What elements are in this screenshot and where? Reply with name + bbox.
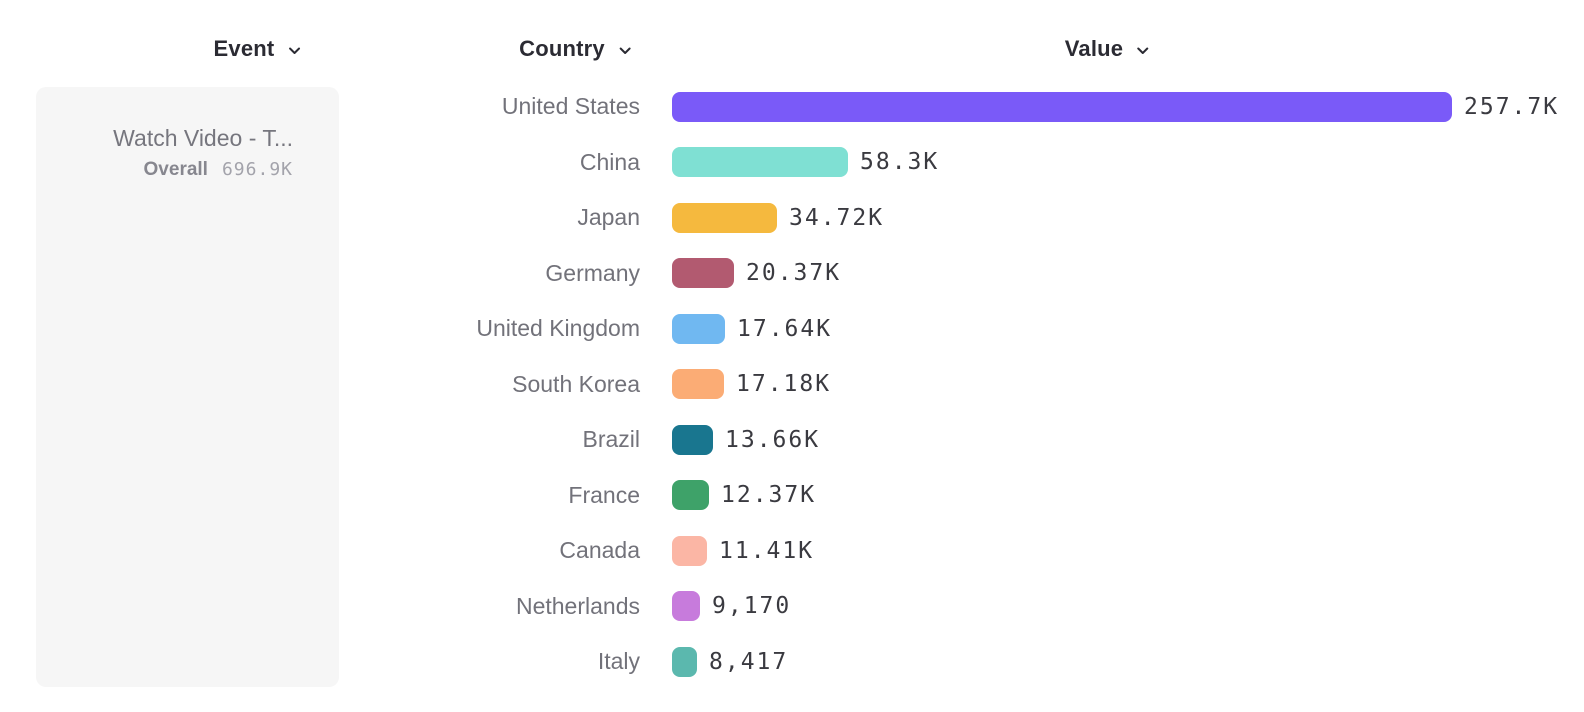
value-label: 17.64K	[737, 315, 833, 342]
bar-china[interactable]	[672, 147, 848, 178]
value-column-label: Value	[1064, 36, 1124, 61]
country-label: France	[568, 481, 640, 508]
chevron-down-icon	[286, 43, 302, 59]
event-column-label: Event	[213, 36, 275, 61]
bar-south-korea[interactable]	[672, 369, 724, 400]
chart-row: South Korea 17.18K	[0, 357, 1584, 413]
value-label: 20.37K	[746, 260, 842, 287]
chart-row: Japan 34.72K	[0, 190, 1584, 246]
country-column-label: Country	[519, 36, 605, 61]
chart-row: Germany 20.37K	[0, 246, 1584, 302]
country-column-header[interactable]: Country	[519, 34, 633, 64]
bar-germany[interactable]	[672, 258, 734, 289]
bar-netherlands[interactable]	[672, 591, 700, 622]
bar-chart: United States 257.7K China 58.3K Japan 34.72K…	[0, 79, 1584, 690]
overall-label: Overall	[143, 159, 208, 180]
value-label: 8,417	[709, 648, 789, 675]
bar-united-kingdom[interactable]	[672, 313, 725, 344]
chart-row: France 12.37K	[0, 468, 1584, 524]
value-label: 9,170	[712, 593, 792, 620]
value-label: 17.18K	[736, 371, 832, 398]
value-label: 58.3K	[860, 149, 940, 176]
chart-row: United States 257.7K	[0, 79, 1584, 135]
country-label: United States	[501, 93, 640, 120]
event-name[interactable]: Watch Video - T...	[113, 125, 293, 151]
country-label: Brazil	[582, 426, 640, 453]
overall-row: Overall 696.9K	[36, 159, 293, 181]
chart-row: United Kingdom 17.64K	[0, 301, 1584, 357]
value-label: 13.66K	[725, 426, 821, 453]
country-label: Italy	[597, 648, 640, 675]
chart-row: China 58.3K	[0, 135, 1584, 191]
country-label: Japan	[577, 204, 640, 231]
value-label: 11.41K	[719, 537, 815, 564]
value-label: 12.37K	[721, 482, 817, 509]
country-label: Germany	[545, 259, 640, 286]
chart-row: Brazil 13.66K	[0, 412, 1584, 468]
bar-brazil[interactable]	[672, 424, 713, 455]
country-label: Netherlands	[515, 592, 640, 619]
overall-value: 696.9K	[221, 159, 293, 180]
event-column-header[interactable]: Event	[214, 34, 303, 64]
bar-italy[interactable]	[672, 646, 697, 677]
bar-canada[interactable]	[672, 535, 707, 566]
value-column-header[interactable]: Value	[1065, 34, 1151, 64]
bar-france[interactable]	[672, 480, 709, 511]
bar-japan[interactable]	[672, 202, 777, 233]
chart-row: Netherlands 9,170	[0, 579, 1584, 635]
event-panel: Watch Video - T... Overall 696.9K	[36, 87, 339, 687]
country-label: South Korea	[512, 370, 640, 397]
value-label: 34.72K	[789, 204, 885, 231]
country-label: Canada	[559, 537, 640, 564]
chart-row: Canada 11.41K	[0, 523, 1584, 579]
country-label: China	[579, 148, 640, 175]
country-label: United Kingdom	[476, 315, 640, 342]
value-label: 257.7K	[1464, 93, 1560, 120]
chevron-down-icon	[1135, 43, 1151, 59]
chevron-down-icon	[617, 43, 633, 59]
bar-united-states[interactable]	[672, 91, 1452, 122]
chart-row: Italy 8,417	[0, 634, 1584, 690]
